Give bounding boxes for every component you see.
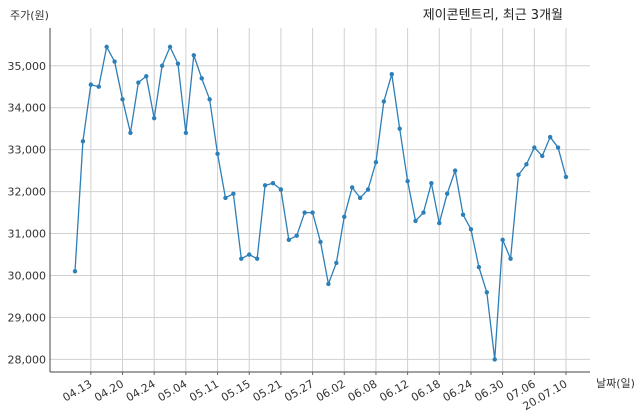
y-tick-label: 28,000: [8, 353, 47, 366]
y-axis-ticks: 28,000 29,000 30,000 31,000 32,000 33,000 34,0…: [8, 60, 47, 367]
data-point: [215, 151, 220, 157]
data-point: [310, 210, 315, 215]
data-point: [492, 357, 497, 362]
x-tick-label: 05.11: [187, 377, 221, 404]
data-point: [365, 187, 371, 192]
data-point: [421, 210, 426, 215]
data-point: [262, 183, 268, 188]
y-tick-label: 29,000: [8, 311, 47, 324]
data-point: [334, 260, 339, 266]
data-point: [389, 71, 394, 77]
data-point: [80, 139, 86, 144]
x-tick-label: 04.13: [61, 377, 95, 404]
chart-title: 제이콘텐트리, 최근 3개월: [423, 8, 563, 23]
data-point: [381, 99, 387, 104]
data-point: [413, 218, 418, 224]
data-point: [452, 168, 458, 173]
data-point: [175, 61, 181, 66]
x-tick-label: 05.27: [282, 377, 316, 404]
y-tick-label: 32,000: [8, 186, 47, 199]
y-axis-title: 주가(원): [10, 9, 49, 22]
data-point: [373, 160, 379, 165]
data-point: [254, 256, 260, 261]
x-tick-label: 06.02: [314, 377, 348, 404]
price-series: [72, 44, 569, 362]
data-point: [405, 178, 410, 184]
data-point: [460, 212, 466, 217]
data-point: [183, 130, 189, 136]
data-point: [104, 44, 109, 50]
data-point: [191, 53, 196, 58]
data-point: [397, 126, 402, 131]
data-point: [476, 264, 482, 270]
x-tick-label: 04.20: [92, 377, 126, 404]
x-tick-label: 06.24: [441, 377, 475, 404]
data-point: [88, 82, 94, 87]
data-point: [167, 44, 173, 50]
x-tick-label: 06.30: [472, 377, 506, 404]
x-axis-title: 날짜(일): [596, 376, 635, 390]
data-point: [270, 181, 276, 186]
y-tick-label: 34,000: [8, 102, 47, 115]
data-point: [239, 256, 244, 261]
y-tick-label: 33,000: [8, 144, 47, 157]
data-point: [532, 145, 537, 150]
data-point: [151, 115, 157, 121]
data-point: [429, 181, 434, 186]
x-tick-label: 05.04: [156, 377, 190, 404]
data-point: [547, 134, 553, 140]
data-point: [199, 76, 204, 81]
x-tick-label: 05.15: [219, 377, 253, 404]
y-tick-label: 35,000: [8, 60, 47, 73]
x-axis-ticks: 04.1304.2004.2405.0405.1105.1505.2105.27…: [61, 372, 570, 413]
price-line: [74, 46, 567, 361]
data-point: [500, 237, 505, 243]
x-tick-label: 06.18: [409, 377, 443, 404]
data-point: [128, 130, 133, 136]
data-point: [96, 84, 101, 89]
data-point: [349, 185, 355, 190]
data-point: [468, 227, 474, 232]
chart-grid: [50, 28, 590, 372]
data-point: [302, 210, 307, 215]
data-point: [445, 191, 450, 196]
data-point: [326, 281, 331, 287]
data-point: [223, 195, 228, 201]
data-point: [357, 195, 363, 201]
data-point: [120, 97, 125, 102]
data-point: [159, 63, 165, 68]
data-point: [278, 187, 284, 192]
data-point: [508, 256, 513, 261]
data-point: [207, 97, 212, 102]
data-point: [286, 237, 292, 243]
data-point: [112, 59, 117, 64]
data-point: [563, 174, 569, 180]
data-point: [144, 74, 149, 79]
data-point: [318, 239, 323, 245]
data-point: [555, 145, 561, 150]
data-point: [247, 252, 252, 257]
data-point: [72, 269, 78, 274]
data-point: [437, 220, 442, 226]
data-point: [342, 214, 347, 219]
data-point: [294, 233, 299, 238]
y-tick-label: 31,000: [8, 228, 47, 241]
x-tick-label: 04.24: [124, 377, 158, 404]
chart-axes: [49, 28, 590, 373]
x-tick-label: 06.08: [346, 377, 380, 404]
x-tick-label: 06.12: [377, 377, 411, 404]
data-point: [231, 191, 236, 196]
x-tick-label: 05.21: [251, 377, 285, 404]
data-point: [516, 172, 521, 178]
data-point: [484, 290, 490, 295]
data-point: [136, 80, 141, 85]
data-point: [524, 162, 529, 167]
data-point: [540, 153, 545, 159]
y-tick-label: 30,000: [8, 270, 47, 283]
